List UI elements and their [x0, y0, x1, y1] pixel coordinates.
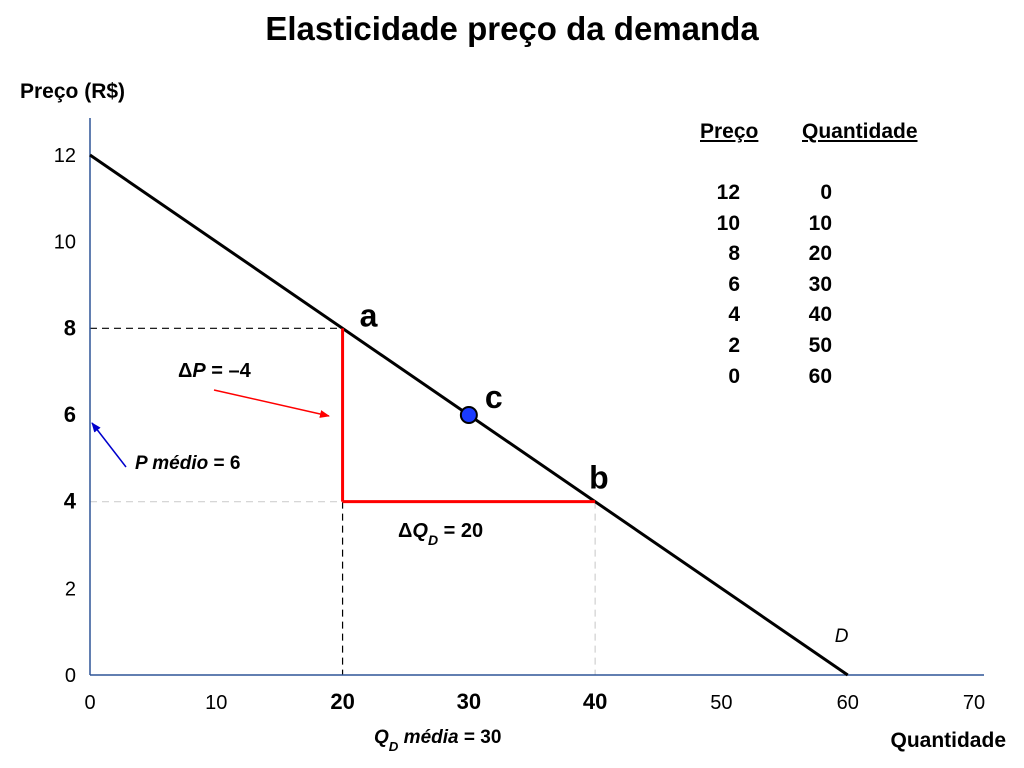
x-tick-label: 30 — [457, 689, 481, 714]
p-medio-annotation: P médio = 6 — [135, 453, 240, 474]
x-tick-label: 70 — [963, 692, 985, 714]
x-tick-label: 60 — [837, 692, 859, 714]
cell-price: 6 — [728, 272, 740, 296]
y-tick-label: 12 — [54, 145, 76, 167]
table-header: Preço Quantidade — [700, 120, 918, 144]
table-row: 2 50 — [700, 331, 918, 362]
table-row: 0 60 — [700, 362, 918, 393]
q-media-annotation: QD média = 30 — [374, 727, 501, 754]
y-tick-label: 4 — [64, 489, 77, 514]
x-tick-label: 10 — [205, 692, 227, 714]
table-row: 12 0 — [700, 178, 918, 209]
delta-p-annotation: ΔP = –4 — [178, 360, 252, 382]
point-label-a: a — [360, 297, 378, 333]
point-label-b: b — [589, 460, 609, 496]
cell-quantity: 10 — [808, 211, 832, 235]
table-row: 10 10 — [700, 209, 918, 240]
cell-price: 12 — [716, 181, 740, 204]
cell-quantity: 60 — [808, 364, 832, 388]
price-quantity-table: Preço Quantidade 12 0 10 10 8 20 6 30 4 40 2 5… — [700, 120, 918, 392]
x-tick-label: 0 — [84, 692, 95, 714]
cell-quantity: 50 — [808, 333, 832, 357]
header-price: Preço — [700, 120, 759, 143]
p-medio-arrow — [91, 422, 127, 468]
midpoint-c — [459, 406, 478, 424]
cell-price: 2 — [728, 333, 740, 357]
cell-price: 10 — [716, 211, 740, 235]
delta-p-arrow — [213, 389, 330, 418]
table-row: 4 40 — [700, 300, 918, 331]
x-tick-label: 20 — [330, 689, 354, 714]
y-tick-label: 2 — [65, 578, 76, 600]
y-tick-label: 10 — [54, 232, 76, 254]
y-tick-label: 0 — [65, 665, 76, 687]
page-title: Elasticidade preço da demanda — [265, 10, 759, 47]
demand-label: D — [835, 626, 849, 647]
cell-quantity: 0 — [820, 181, 832, 204]
cell-quantity: 30 — [808, 272, 832, 296]
point-label-c: c — [485, 379, 503, 415]
cell-price: 4 — [728, 303, 740, 327]
header-quantity: Quantidade — [802, 120, 918, 143]
cell-price: 0 — [728, 364, 740, 388]
table-row: 8 20 — [700, 239, 918, 270]
y-tick-label: 6 — [64, 402, 76, 427]
cell-quantity: 20 — [808, 242, 832, 266]
delta-q-annotation: ΔQD = 20 — [398, 520, 483, 548]
x-axis-label: Quantidade — [890, 729, 1006, 752]
x-tick-label: 50 — [710, 692, 732, 714]
x-tick-label: 40 — [583, 689, 607, 714]
y-axis-label: Preço (R$) — [20, 80, 125, 103]
cell-quantity: 40 — [808, 303, 832, 327]
y-tick-label: 8 — [64, 315, 76, 340]
cell-price: 8 — [728, 242, 740, 266]
table-row: 6 30 — [700, 270, 918, 301]
